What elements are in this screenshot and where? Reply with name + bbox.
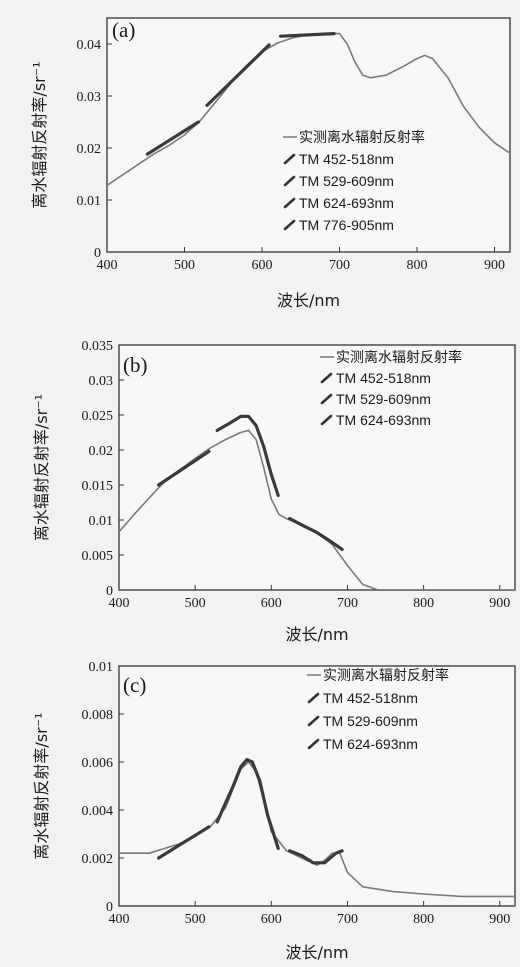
y-tick-label: 0: [106, 584, 113, 599]
series-line-tm-band-1: [157, 449, 211, 487]
x-tick-label: 400: [109, 596, 130, 611]
y-tick-label: 0.04: [77, 38, 102, 53]
series-line-tm-band-2: [215, 758, 280, 850]
legend-swatch: [283, 197, 296, 209]
series-line-tm-band-3: [288, 517, 344, 551]
legend-label: TM 529-609nm: [323, 713, 418, 729]
legend-label: TM 452-518nm: [323, 690, 418, 706]
x-tick-label: 800: [407, 258, 428, 273]
y-tick-label: 0.005: [82, 549, 114, 564]
y-tick-label: 0: [94, 246, 101, 261]
legend-label: TM 776-905nm: [299, 217, 394, 233]
series-line-tm-band-1: [157, 825, 211, 860]
x-axis-title: 波长/nm: [277, 291, 340, 310]
chart-panel-2: 400 500 600 700 800 900 0 0.005 0.01 0.015 0.02 0.0…: [32, 339, 516, 644]
x-tick-label: 800: [413, 596, 434, 611]
y-axis-title: 离水辐射反射率/sr⁻¹: [32, 394, 51, 541]
y-tick-label: 0: [106, 900, 113, 915]
plot-frame: [118, 665, 516, 907]
legend-swatch: [320, 372, 333, 384]
legend-swatch: [283, 219, 296, 231]
series-line-tm-band-1: [145, 120, 200, 156]
y-tick-label: 0.01: [89, 660, 114, 675]
y-axis-title: 离水辐射反射率/sr⁻¹: [32, 712, 51, 859]
x-tick-label: 700: [337, 596, 358, 611]
y-tick-label: 0.004: [82, 804, 114, 819]
series-group: [119, 414, 515, 590]
x-tick-label: 700: [329, 258, 350, 273]
x-tick-label: 400: [109, 912, 130, 927]
legend-label: 实测离水辐射反射率: [299, 129, 425, 146]
y-tick-label: 0.01: [89, 514, 114, 529]
y-tick-label: 0.035: [82, 339, 114, 354]
x-tick-label: 600: [261, 596, 282, 611]
series-group: [107, 32, 510, 187]
y-axis-title: 离水辐射反射率/sr⁻¹: [30, 61, 49, 208]
legend-swatch: [307, 692, 320, 704]
x-tick-label: 800: [413, 912, 434, 927]
series-line-tm-band-3: [288, 849, 344, 865]
legend-swatch: [320, 393, 333, 405]
x-axis-title: 波长/nm: [285, 943, 348, 962]
x-tick-label: 400: [97, 258, 118, 273]
y-tick-label: 0.015: [82, 479, 114, 494]
legend-label: TM 452-518nm: [336, 370, 431, 386]
series-line-tm-band-3: [279, 32, 336, 38]
x-tick-label: 500: [185, 912, 206, 927]
series-line-tm-band-2: [215, 414, 280, 498]
plot-frame: [106, 17, 511, 253]
x-axis-title: 波长/nm: [285, 625, 348, 644]
y-tick-label: 0.025: [82, 409, 114, 424]
x-tick-label: 900: [489, 912, 510, 927]
panel-label: (a): [112, 18, 135, 42]
legend-label: 实测离水辐射反射率: [336, 349, 462, 366]
legend-label: TM 452-518nm: [299, 151, 394, 167]
y-tick-label: 0.02: [77, 142, 102, 157]
series-line-tm-band-2: [205, 43, 271, 107]
y-tick-label: 0.002: [82, 852, 114, 867]
legend-swatch: [283, 153, 296, 165]
x-tick-label: 500: [185, 596, 206, 611]
legend-swatch: [307, 715, 320, 727]
plot-frame: [118, 344, 516, 591]
x-tick-label: 900: [489, 596, 510, 611]
y-tick-label: 0.02: [89, 444, 114, 459]
chart-panel-3: 400 500 600 700 800 900 0 0.002 0.004 0.006 0.008 0…: [32, 660, 516, 962]
x-tick-label: 600: [261, 912, 282, 927]
legend-label: TM 529-609nm: [299, 173, 394, 189]
x-tick-label: 500: [174, 258, 195, 273]
y-tick-label: 0.006: [82, 756, 114, 771]
legend-label: 实测离水辐射反射率: [323, 667, 449, 684]
y-tick-label: 0.008: [82, 708, 114, 723]
panel-label: (c): [123, 673, 146, 697]
legend-swatch: [283, 175, 296, 187]
legend-label: TM 624-693nm: [336, 412, 431, 428]
y-tick-label: 0.03: [89, 374, 114, 389]
y-tick-label: 0.01: [77, 194, 102, 209]
legend-label: TM 529-609nm: [336, 391, 431, 407]
chart-panel-1: 400 500 600 700 800 900 0 0.01 0.02 0.03 0.04 波长/nm…: [30, 17, 511, 310]
series-group: [119, 758, 515, 898]
y-tick-label: 0.03: [77, 90, 102, 105]
x-tick-label: 900: [484, 258, 505, 273]
legend-swatch: [307, 738, 320, 750]
legend-label: TM 624-693nm: [299, 195, 394, 211]
x-tick-label: 600: [252, 258, 273, 273]
x-tick-label: 700: [337, 912, 358, 927]
panel-label: (b): [123, 353, 148, 377]
legend-swatch: [320, 414, 333, 426]
legend-label: TM 624-693nm: [323, 736, 418, 752]
